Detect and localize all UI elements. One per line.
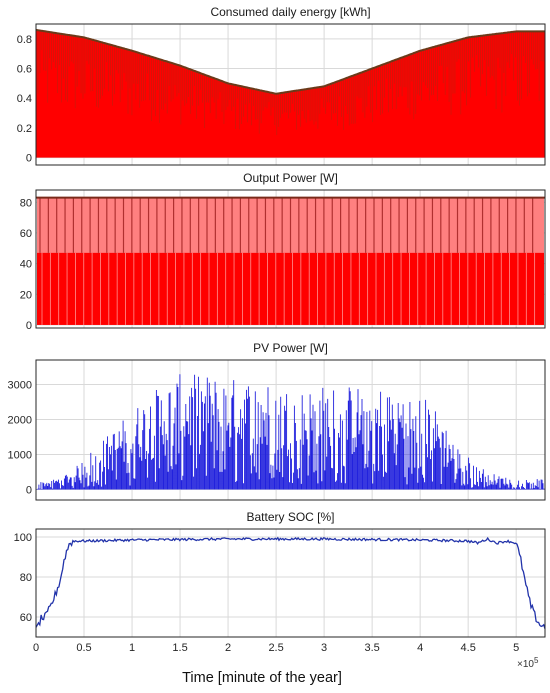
x-tick-label: 3 [321,642,327,654]
y-tick-label: 80 [20,197,32,209]
energy-line [35,28,545,95]
axes-frame [35,528,546,638]
axes-frame [35,359,546,501]
y-tick-label: 40 [20,259,32,271]
panel-4: Battery SOC [%] 60 80 100 0 0.5 1 1.5 2 2.5 3 3.5 4 4… [14,510,546,654]
x-tick-label: 4 [417,642,423,654]
y-tick-label: 0.4 [17,93,32,105]
axes-frame [35,23,546,166]
y-tick-label: 100 [14,532,32,544]
x-tick-label: 0 [33,642,39,654]
panel-title: Consumed daily energy [kWh] [210,5,370,19]
y-tick-label: 0 [26,485,32,497]
x-tick-label: 5 [513,642,519,654]
battery-soc-line [35,536,546,630]
y-tick-label: 60 [20,228,32,240]
panel-title: Output Power [W] [243,171,338,185]
panel-3: PV Power [W] 0 1000 2000 3000 [8,341,546,501]
y-tick-label: 60 [20,612,32,624]
x-tick-label: 1 [129,642,135,654]
y-tick-label: 0.6 [17,64,32,76]
y-tick-label: 2000 [8,415,32,427]
y-tick-label: 0 [26,153,32,165]
y-tick-label: 0.8 [17,34,32,46]
x-tick-label: 3.5 [364,642,379,654]
y-tick-label: 20 [20,289,32,301]
panel-1: Consumed daily energy [kWh] 0 0.2 0.4 0.6 0.8 [17,5,546,166]
panel-title: Battery SOC [%] [246,510,334,524]
x-tick-label: 4.5 [461,642,476,654]
x-tick-label: 2 [225,642,231,654]
axes-frame [35,189,546,329]
x-tick-label: 0.5 [76,642,91,654]
y-tick-label: 1000 [8,450,32,462]
y-tick-label: 3000 [8,380,32,392]
y-tick-label: 0.2 [17,123,32,135]
y-tick-label: 80 [20,572,32,584]
panel-2: Output Power [W] 0 20 40 60 80 [20,171,546,332]
x-tick-label: 1.5 [172,642,187,654]
panel-title: PV Power [W] [253,341,328,355]
x-tick-label: 2.5 [268,642,283,654]
y-tick-label: 0 [26,320,32,332]
x-axis-label: Time [minute of the year] [182,670,342,686]
x-multiplier: ×105 [517,656,539,670]
